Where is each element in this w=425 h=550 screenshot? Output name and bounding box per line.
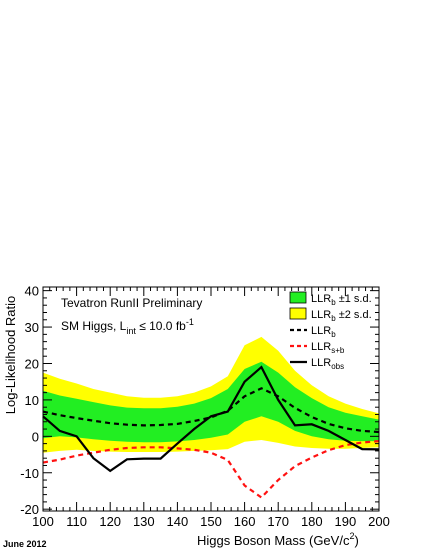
y-axis-label: Log-Likelihood Ratio [3, 296, 18, 415]
legend-label-main: LLR [311, 357, 331, 369]
legend-label-rest: ±1 s.d. [336, 293, 372, 305]
y-tick-label: 40 [25, 284, 39, 299]
x-axis-label: Higgs Boson Mass (GeV/c2) [197, 531, 359, 548]
x-tick-label: 190 [335, 514, 357, 529]
legend-label-rest: ±2 s.d. [336, 309, 372, 321]
footnote-date: June 2012 [3, 539, 47, 549]
legend-label-expected_sb: LLRs+b [311, 341, 345, 355]
legend-label-band2: LLRb ±2 s.d. [311, 309, 372, 323]
legend-label-sub: b [331, 314, 336, 323]
series-llr-b-line [42, 387, 380, 434]
subtitle-sub: int [126, 326, 136, 336]
subtitle-rest: ≤ 10.0 fb [136, 319, 186, 333]
legend-swatch-band1 [289, 291, 307, 304]
legend-label-main: LLR [311, 325, 331, 337]
subtitle-text: SM Higgs, Lint ≤ 10.0 fb-1 [61, 317, 194, 336]
x-tick-label: 100 [32, 514, 54, 529]
legend-label-sub: b [331, 298, 336, 307]
x-tick-label: 180 [301, 514, 323, 529]
y-tick-label: 0 [32, 429, 39, 444]
legend-label-main: LLR [311, 341, 331, 353]
x-tick-label: 120 [99, 514, 121, 529]
x-label-main: Higgs Boson Mass (GeV/c [197, 533, 350, 548]
legend-label-sub: obs [331, 362, 344, 371]
x-tick-label: 200 [368, 514, 390, 529]
axes: 100 110 120 130 140 150 160 170 180 190 200 -20 -10 0… [20, 284, 390, 529]
x-tick-label: 160 [234, 514, 256, 529]
x-tick-label: 110 [66, 514, 87, 529]
y-tick-label: -20 [20, 502, 39, 517]
legend-label-main: LLR [311, 309, 331, 321]
x-label-end: ) [354, 533, 358, 548]
legend-label-main: LLR [311, 293, 331, 305]
plot-area [42, 336, 380, 499]
title-text: Tevatron RunII Preliminary [61, 296, 202, 310]
subtitle-main: SM Higgs, L [61, 319, 127, 333]
y-tick-label: -10 [20, 466, 39, 481]
subtitle-sup: -1 [186, 317, 194, 327]
band-1sd [43, 361, 379, 443]
series-llr-sb-line [42, 440, 380, 499]
legend-label-expected_b: LLRb [311, 325, 336, 339]
x-tick-label: 140 [167, 514, 189, 529]
y-tick-label: 30 [25, 320, 39, 335]
legend-label-observed: LLRobs [311, 357, 344, 371]
chart-title: Tevatron RunII Preliminary SM Higgs, Lin… [61, 296, 202, 336]
x-tick-label: 130 [133, 514, 155, 529]
y-tick-label: 20 [25, 356, 39, 371]
legend-swatch-band2 [289, 307, 307, 320]
x-label-sup: 2 [349, 531, 354, 541]
y-tick-label: 10 [25, 393, 39, 408]
series-llr-obs-line [42, 365, 380, 473]
x-tick-label: 170 [267, 514, 289, 529]
x-tick-label: 150 [200, 514, 222, 529]
legend-label-band1: LLRb ±1 s.d. [311, 293, 372, 307]
legend-label-sub: b [331, 330, 336, 339]
legend-label-sub: s+b [331, 346, 345, 355]
